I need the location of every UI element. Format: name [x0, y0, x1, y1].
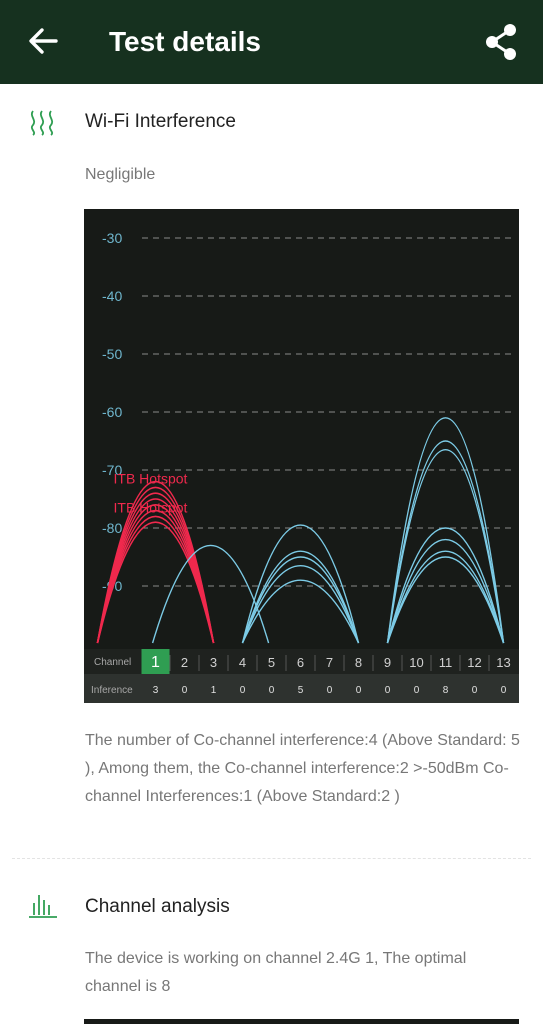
channel-tick-label: 9: [384, 655, 391, 670]
channel-tick-label: 3: [210, 655, 217, 670]
y-tick-label: -50: [102, 346, 122, 362]
interference-level: Negligible: [85, 166, 156, 183]
selected-channel-highlight: [141, 649, 170, 674]
y-tick-label: -80: [102, 520, 122, 536]
y-tick-label: -30: [102, 230, 122, 246]
channel-tick-label: 13: [496, 655, 510, 670]
network-arc: [241, 579, 360, 644]
network-arc: [386, 440, 505, 644]
channel-tick-label: 11: [439, 655, 453, 670]
network-arc: [386, 556, 505, 644]
inference-count: 8: [443, 685, 449, 696]
inference-count: 0: [356, 685, 362, 696]
arrow-left-icon[interactable]: [26, 24, 60, 58]
channel-tick-label: 8: [355, 655, 362, 670]
network-label: ITB Hotspot: [114, 500, 188, 516]
network-arc: [241, 524, 360, 644]
network-arc: [386, 417, 505, 644]
inference-count: 0: [385, 685, 391, 696]
section-title-channel-analysis: Channel analysis: [85, 896, 230, 917]
channel-analysis-description: The device is working on channel 2.4G 1,…: [85, 950, 467, 995]
bar-chart-icon: [29, 895, 57, 918]
channel-tick-label: 2: [181, 655, 188, 670]
network-arc: [241, 565, 360, 644]
channel-tick-label: 7: [326, 655, 333, 670]
inference-count: 0: [327, 685, 333, 696]
network-arc: [386, 449, 505, 644]
section-title-interference: Wi-Fi Interference: [85, 111, 236, 132]
section-divider: [12, 858, 531, 859]
inference-count: 3: [153, 685, 159, 696]
network-arc: [241, 556, 360, 644]
channel-tick-label: 6: [297, 655, 304, 670]
inference-count: 0: [501, 685, 507, 696]
inference-count: 0: [182, 685, 188, 696]
interference-chart: -30 -40 -50 -60 -70 -80 -90 ITB Hotspot ITB Hots…: [84, 209, 519, 703]
inference-count: 0: [269, 685, 275, 696]
network-label: ITB Hotspot: [114, 471, 188, 487]
inference-count: 0: [414, 685, 420, 696]
inference-count: 1: [211, 685, 217, 696]
app-bar: Test details: [0, 0, 543, 84]
channel-row-label: Channel: [94, 657, 131, 668]
inference-count: 0: [240, 685, 246, 696]
network-arc: [96, 521, 215, 644]
network-arc: [151, 544, 270, 644]
y-tick-label: -60: [102, 404, 122, 420]
y-tick-label: -40: [102, 288, 122, 304]
channel-tick-label: 10: [409, 655, 423, 670]
network-arc: [241, 550, 360, 644]
inference-count: 5: [298, 685, 304, 696]
inference-row-label: Inference: [91, 685, 133, 696]
interference-description: The number of Co-channel interference:4 …: [85, 732, 520, 805]
channel-tick-label: 5: [268, 655, 275, 670]
share-icon[interactable]: [482, 22, 520, 62]
inference-count: 0: [472, 685, 478, 696]
channel-chart-top-edge: [84, 1019, 519, 1024]
channel-tick-label: 4: [239, 655, 246, 670]
channel-tick-label: 1: [151, 654, 160, 671]
channel-tick-label: 12: [467, 655, 481, 670]
network-arc: [386, 550, 505, 644]
network-arc: [386, 539, 505, 644]
wifi-interference-icon: [30, 110, 54, 136]
y-tick-label: -70: [102, 462, 122, 478]
page-title: Test details: [109, 26, 261, 57]
network-arc: [386, 527, 505, 644]
inference-row: [84, 674, 519, 703]
